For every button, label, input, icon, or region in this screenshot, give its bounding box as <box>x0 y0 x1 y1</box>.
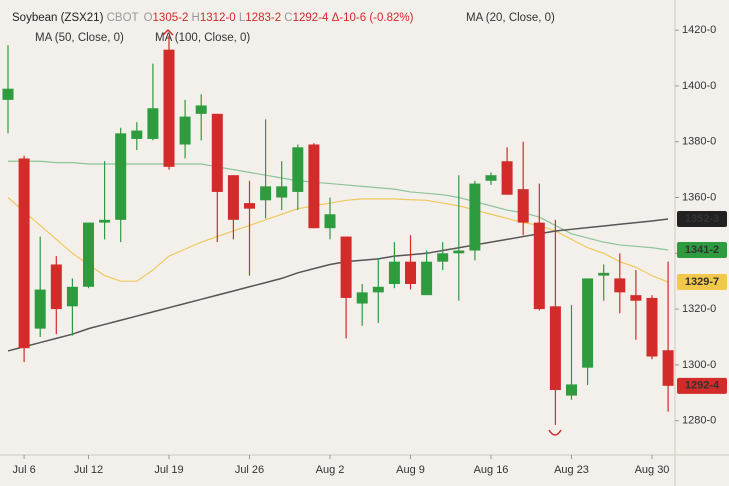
candle-body <box>147 108 159 139</box>
candle-body <box>662 350 674 386</box>
price-tag-label: 1341-2 <box>685 244 719 256</box>
candle-body <box>501 161 513 195</box>
y-tick-label: 1380-0 <box>682 136 716 148</box>
candle-body <box>34 289 46 329</box>
y-tick-label: 1420-0 <box>682 24 716 36</box>
candle-body <box>469 183 481 251</box>
candle-body <box>131 130 143 139</box>
x-tick-label: Aug 9 <box>396 464 425 476</box>
candle-body <box>179 116 191 145</box>
candle-body <box>421 261 433 296</box>
candle-body <box>566 384 577 396</box>
ohlc-label: O <box>144 12 153 24</box>
y-tick-label: 1280-0 <box>682 415 716 427</box>
candle-body <box>211 113 223 192</box>
candle-body <box>437 253 449 262</box>
candle-body <box>388 261 400 284</box>
x-tick-label: Aug 16 <box>474 464 509 476</box>
candle-body <box>405 261 416 284</box>
candle-body <box>66 286 78 307</box>
ohlc-value: 1305-2 <box>153 12 189 24</box>
candle-body <box>324 214 336 229</box>
y-tick-label: 1360-0 <box>682 191 716 203</box>
candle-body <box>244 203 255 209</box>
change: Δ-10-6 (-0.82%) <box>332 12 414 24</box>
x-tick-label: Aug 30 <box>635 464 670 476</box>
ma-line <box>7 218 669 352</box>
x-tick-label: Jul 6 <box>12 464 35 476</box>
ohlc-label: C <box>284 12 292 24</box>
legend-entry: MA (100, Close, 0) <box>155 32 250 44</box>
candle-body <box>18 158 30 349</box>
y-tick-label: 1400-0 <box>682 80 716 92</box>
candle-body <box>115 133 127 220</box>
price-tag-label: 1292-4 <box>685 380 720 392</box>
x-tick-label: Jul 12 <box>74 464 103 476</box>
candle-body <box>630 295 642 301</box>
x-tick-label: Jul 19 <box>154 464 183 476</box>
candle-body <box>227 175 239 220</box>
candle-body <box>292 147 304 192</box>
y-tick-label: 1320-0 <box>682 303 716 315</box>
candle-body <box>195 105 207 114</box>
candle-body <box>99 219 111 223</box>
candle-body <box>163 49 175 167</box>
candle-body <box>340 236 352 298</box>
ohlc-value: 1292-4 <box>293 12 329 24</box>
candle-body <box>276 186 288 198</box>
candle-body <box>533 222 545 310</box>
candle-body <box>582 278 594 368</box>
ohlc-label: H <box>192 12 200 24</box>
ohlc-value: 1312-0 <box>200 12 236 24</box>
candle-body <box>372 286 384 293</box>
candle-body <box>308 144 320 229</box>
candle-body <box>83 222 94 287</box>
ohlc-label: L <box>239 12 246 24</box>
exchange: CBOT <box>107 12 139 24</box>
symbol: Soybean (ZSX21) <box>12 12 104 24</box>
x-tick-label: Jul 26 <box>235 464 264 476</box>
candle-body <box>485 175 497 181</box>
candle-body <box>50 264 62 310</box>
candle-body <box>598 272 610 276</box>
price-tag <box>677 210 727 227</box>
y-tick-label: 1300-0 <box>682 359 716 371</box>
candle-body <box>356 292 368 304</box>
low-marker <box>548 429 562 436</box>
candle-body <box>517 189 529 223</box>
candle-body <box>646 297 658 357</box>
price-tag-label: 1352-3 <box>685 213 719 225</box>
candle-body <box>549 306 561 390</box>
price-tag <box>677 274 727 291</box>
legend-entry: MA (20, Close, 0) <box>466 12 555 24</box>
price-tag <box>677 241 727 258</box>
header: Soybean (ZSX21) CBOT O1305-2 H1312-0 L12… <box>12 12 414 24</box>
price-tag-label: 1329-7 <box>685 276 719 288</box>
ma-line <box>7 197 669 283</box>
candle-body <box>260 186 272 201</box>
high-marker <box>162 28 174 36</box>
price-tag <box>677 377 727 394</box>
candle-body <box>614 278 626 293</box>
ohlc-value: 1283-2 <box>245 12 281 24</box>
x-tick-label: Aug 2 <box>316 464 345 476</box>
legend-entry: MA (50, Close, 0) <box>35 32 124 44</box>
candle-body <box>2 88 14 100</box>
candle-body <box>453 250 465 254</box>
x-tick-label: Aug 23 <box>554 464 589 476</box>
